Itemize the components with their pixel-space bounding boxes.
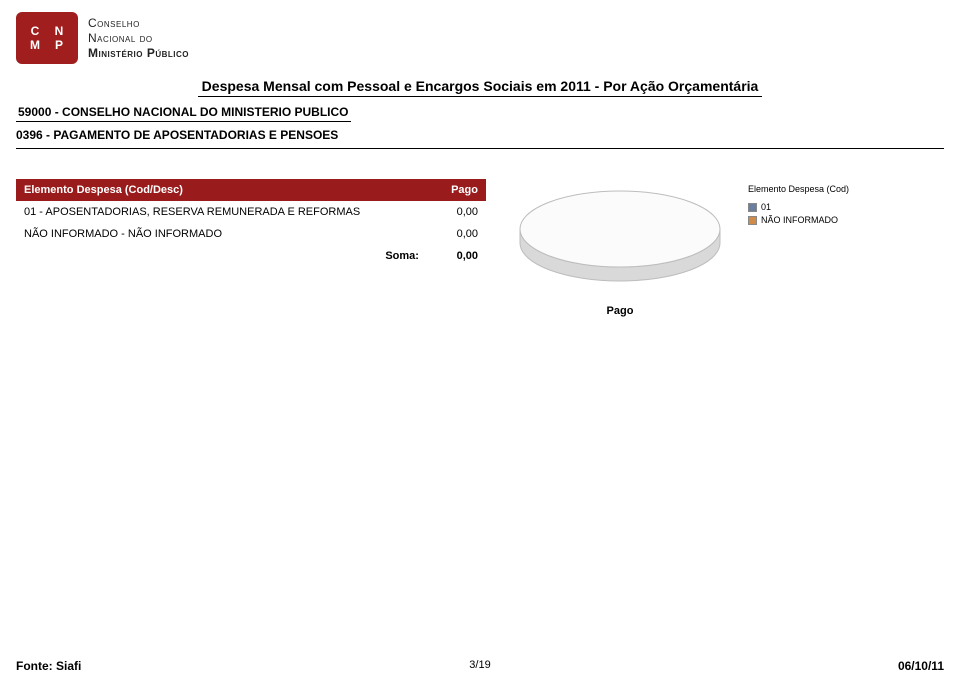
row-label: 01 - APOSENTADORIAS, RESERVA REMUNERADA … bbox=[16, 201, 435, 223]
sum-value: 0,00 bbox=[435, 245, 486, 267]
data-table: Elemento Despesa (Cod/Desc) Pago 01 - AP… bbox=[16, 179, 486, 267]
logo-letter: N bbox=[48, 25, 70, 37]
legend-swatch bbox=[748, 216, 757, 225]
table-header-row: Elemento Despesa (Cod/Desc) Pago bbox=[16, 179, 486, 201]
legend-swatch bbox=[748, 203, 757, 212]
legend-label: NÃO INFORMADO bbox=[761, 214, 838, 228]
footer: Fonte: Siafi 3/19 06/10/11 bbox=[0, 659, 960, 673]
sum-label: Soma: bbox=[16, 245, 435, 267]
org-line3: Ministério Público bbox=[88, 46, 189, 61]
legend-title: Elemento Despesa (Cod) bbox=[748, 183, 849, 197]
table-sum-row: Soma: 0,00 bbox=[16, 245, 486, 267]
logo-letter: C bbox=[24, 25, 46, 37]
page-title: Despesa Mensal com Pessoal e Encargos So… bbox=[198, 78, 763, 97]
org-line1: Conselho bbox=[88, 16, 189, 31]
divider bbox=[16, 148, 944, 149]
logo-letters: C N M P bbox=[24, 25, 70, 51]
content-area: Elemento Despesa (Cod/Desc) Pago 01 - AP… bbox=[0, 179, 960, 317]
org-name: Conselho Nacional do Ministério Público bbox=[88, 16, 189, 61]
row-value: 0,00 bbox=[435, 201, 486, 223]
table-row: 01 - APOSENTADORIAS, RESERVA REMUNERADA … bbox=[16, 201, 486, 223]
subtitle-org: 59000 - CONSELHO NACIONAL DO MINISTERIO … bbox=[16, 105, 351, 122]
logo-letter: P bbox=[48, 39, 70, 51]
data-table-wrap: Elemento Despesa (Cod/Desc) Pago 01 - AP… bbox=[16, 179, 486, 267]
row-value: 0,00 bbox=[435, 223, 486, 245]
table-row: NÃO INFORMADO - NÃO INFORMADO 0,00 bbox=[16, 223, 486, 245]
pie-caption: Pago bbox=[510, 305, 730, 317]
col-header-pago: Pago bbox=[435, 179, 486, 201]
row-label: NÃO INFORMADO - NÃO INFORMADO bbox=[16, 223, 435, 245]
subtitle-block: 59000 - CONSELHO NACIONAL DO MINISTERIO … bbox=[16, 103, 960, 142]
logo-letter: M bbox=[24, 39, 46, 51]
legend-item: 01 bbox=[748, 201, 849, 215]
chart-area: Pago Elemento Despesa (Cod) 01 NÃO INFOR… bbox=[510, 179, 944, 317]
header: C N M P Conselho Nacional do Ministério … bbox=[0, 0, 960, 72]
title-row: Despesa Mensal com Pessoal e Encargos So… bbox=[0, 78, 960, 97]
col-header-desc: Elemento Despesa (Cod/Desc) bbox=[16, 179, 435, 201]
subtitle-action: 0396 - PAGAMENTO DE APOSENTADORIAS E PEN… bbox=[16, 128, 960, 142]
org-logo: C N M P bbox=[16, 12, 78, 64]
pie-svg bbox=[510, 179, 730, 299]
footer-page: 3/19 bbox=[469, 659, 490, 671]
legend: Elemento Despesa (Cod) 01 NÃO INFORMADO bbox=[748, 183, 849, 228]
org-line2: Nacional do bbox=[88, 31, 189, 46]
legend-label: 01 bbox=[761, 201, 771, 215]
footer-source: Fonte: Siafi bbox=[16, 659, 81, 673]
footer-date: 06/10/11 bbox=[898, 659, 944, 673]
legend-item: NÃO INFORMADO bbox=[748, 214, 849, 228]
pie-chart: Pago bbox=[510, 179, 730, 317]
